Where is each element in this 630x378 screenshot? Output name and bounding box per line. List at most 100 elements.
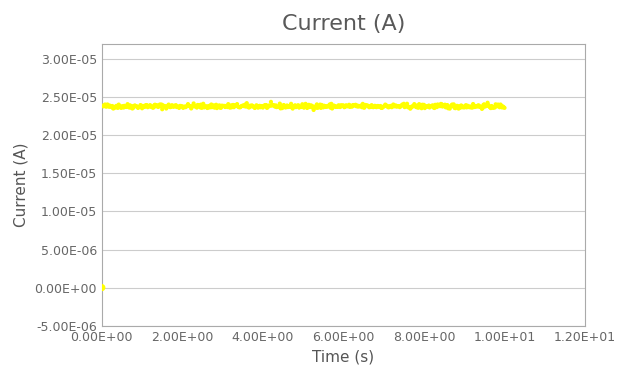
Point: [492, 103, 502, 109]
Point: [452, 103, 462, 109]
Point: [323, 104, 333, 110]
Point: [289, 103, 299, 109]
Point: [291, 104, 301, 110]
Point: [226, 102, 236, 108]
Point: [499, 104, 509, 110]
Point: [454, 105, 464, 112]
Point: [194, 102, 204, 108]
Point: [157, 106, 167, 112]
Point: [251, 102, 261, 108]
Point: [225, 105, 235, 111]
Point: [482, 103, 492, 109]
Point: [343, 103, 353, 109]
Point: [141, 102, 151, 108]
Point: [259, 103, 269, 109]
Point: [193, 102, 203, 108]
Point: [457, 104, 467, 110]
Point: [352, 103, 362, 109]
Point: [345, 104, 355, 110]
Point: [309, 104, 319, 110]
Point: [134, 104, 144, 110]
Point: [365, 103, 375, 109]
Point: [128, 105, 138, 111]
Point: [379, 104, 389, 110]
Point: [108, 105, 118, 112]
Point: [333, 102, 343, 108]
Point: [346, 102, 356, 108]
Point: [204, 104, 214, 110]
Point: [287, 102, 297, 108]
Point: [113, 102, 123, 108]
Point: [358, 104, 369, 110]
Point: [332, 104, 342, 110]
Point: [156, 103, 166, 109]
Point: [376, 105, 386, 111]
Point: [474, 104, 484, 110]
Point: [495, 104, 505, 110]
Point: [270, 104, 280, 110]
Point: [171, 104, 181, 110]
Point: [273, 104, 284, 110]
Point: [132, 104, 142, 110]
Point: [181, 104, 192, 110]
Point: [373, 103, 383, 109]
Point: [147, 104, 157, 110]
Point: [449, 101, 459, 107]
Point: [173, 104, 183, 110]
Point: [173, 104, 183, 110]
Point: [442, 102, 452, 108]
Point: [350, 102, 360, 108]
Point: [461, 102, 471, 108]
Point: [234, 104, 244, 110]
Point: [395, 104, 405, 110]
Point: [295, 104, 305, 110]
Point: [223, 101, 233, 107]
Point: [410, 102, 420, 108]
Point: [266, 99, 276, 105]
Point: [324, 101, 335, 107]
Point: [392, 103, 403, 109]
Point: [408, 103, 418, 109]
Point: [139, 104, 149, 110]
Point: [294, 102, 304, 108]
Point: [127, 103, 137, 109]
Point: [496, 102, 507, 108]
Point: [455, 105, 465, 111]
Point: [214, 102, 224, 108]
Point: [324, 102, 334, 108]
Point: [213, 103, 223, 109]
Point: [475, 104, 485, 110]
Point: [149, 102, 159, 108]
Point: [285, 104, 295, 110]
Point: [178, 105, 188, 111]
Point: [120, 104, 130, 110]
Point: [434, 102, 444, 108]
Point: [367, 102, 377, 108]
Point: [226, 104, 236, 110]
Point: [104, 104, 114, 110]
Point: [439, 102, 449, 108]
Point: [106, 104, 117, 110]
Point: [366, 104, 376, 110]
Point: [478, 105, 488, 111]
Point: [199, 104, 209, 110]
Point: [260, 102, 270, 108]
Point: [127, 105, 137, 112]
Point: [214, 103, 224, 109]
Point: [168, 104, 178, 110]
Point: [331, 104, 341, 110]
Point: [426, 103, 436, 109]
Point: [231, 103, 241, 109]
Point: [418, 103, 428, 109]
Point: [183, 101, 193, 107]
Point: [230, 102, 240, 108]
Point: [185, 103, 195, 109]
Point: [301, 101, 311, 107]
Point: [222, 104, 232, 110]
Point: [195, 104, 205, 110]
Point: [266, 102, 277, 108]
Point: [272, 104, 282, 110]
Point: [375, 103, 386, 109]
Point: [326, 101, 336, 107]
Point: [470, 104, 480, 110]
